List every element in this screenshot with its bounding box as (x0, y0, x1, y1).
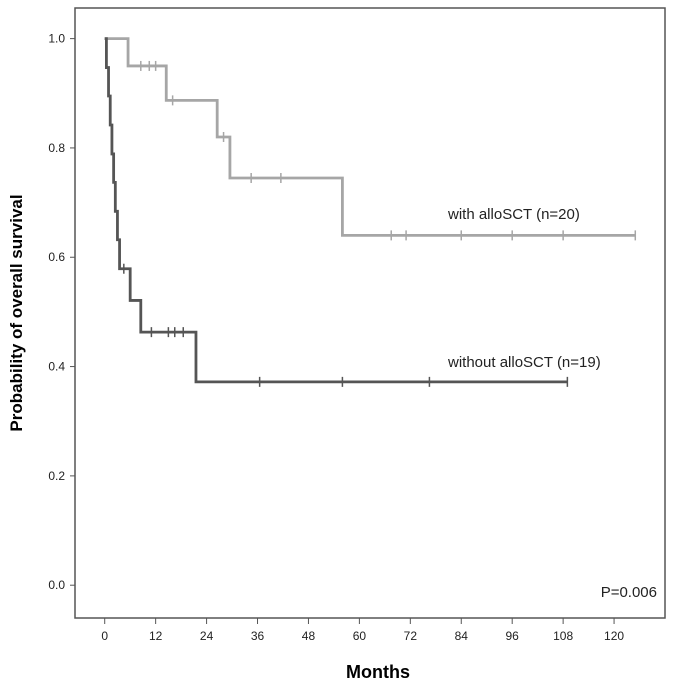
x-tick-label: 60 (353, 629, 367, 643)
x-tick-label: 108 (553, 629, 573, 643)
series-label-with-allosct: with alloSCT (n=20) (447, 206, 580, 223)
p-value-annotation: P=0.006 (601, 584, 657, 601)
y-tick-label: 0.0 (48, 578, 65, 592)
x-tick-label: 0 (101, 629, 108, 643)
y-tick-label: 1.0 (48, 32, 65, 46)
series-label-without-allosct: without alloSCT (n=19) (447, 354, 601, 371)
plot-frame (74, 7, 666, 619)
y-axis-ticks: 0.0 0.2 0.4 0.6 0.8 1.0 (48, 32, 75, 592)
x-tick-label: 36 (251, 629, 265, 643)
y-axis-title: Probability of overall survival (7, 194, 26, 431)
survival-curve (104, 37, 636, 237)
x-tick-label: 72 (404, 629, 418, 643)
series-layer (104, 37, 637, 387)
y-tick-label: 0.4 (48, 360, 65, 374)
series-1 (104, 37, 569, 387)
x-axis-ticks: 0 12 24 36 48 60 72 84 96 108 120 (101, 618, 624, 643)
x-tick-label: 48 (302, 629, 316, 643)
y-tick-label: 0.8 (48, 141, 65, 155)
x-tick-label: 120 (604, 629, 624, 643)
survival-curve (104, 37, 568, 384)
y-tick-label: 0.2 (48, 469, 65, 483)
x-tick-label: 96 (506, 629, 520, 643)
x-tick-label: 84 (455, 629, 469, 643)
series-0 (104, 37, 637, 241)
x-tick-label: 12 (149, 629, 163, 643)
x-axis-title: Months (346, 662, 410, 682)
x-tick-label: 24 (200, 629, 214, 643)
y-tick-label: 0.6 (48, 250, 65, 264)
